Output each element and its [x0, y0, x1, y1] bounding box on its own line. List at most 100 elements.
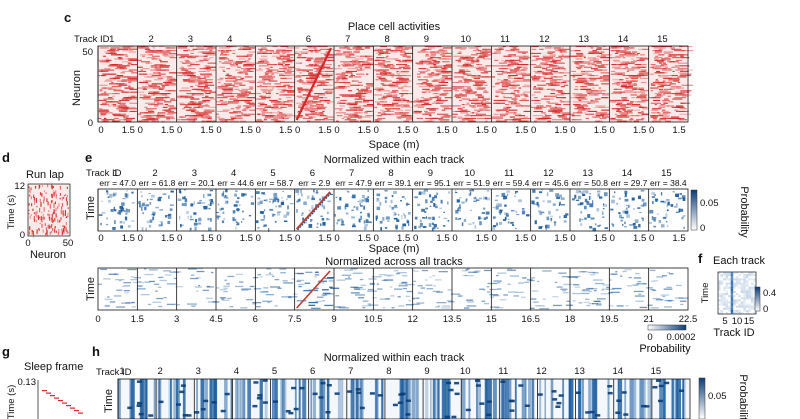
e2-decode [368, 278, 377, 280]
c-activity [207, 47, 216, 49]
e-decode [186, 211, 189, 214]
h-column [492, 379, 497, 419]
f-cell [718, 295, 721, 298]
c-activity [523, 55, 529, 57]
e2-decode [131, 301, 135, 304]
e-decode [112, 227, 116, 230]
c-activity [394, 48, 401, 50]
e-error-15: err = 38.4 [650, 178, 687, 188]
c-activity [343, 62, 351, 64]
c-activity [258, 48, 268, 50]
e-track-label-6: 6 [310, 168, 315, 179]
c-activity [581, 70, 586, 72]
e-decode [473, 200, 477, 202]
c-activity [308, 65, 319, 67]
c-activity [455, 47, 460, 49]
e-decode [124, 216, 128, 221]
c-activity [313, 47, 316, 49]
e-decode [498, 210, 501, 214]
c-activity [128, 46, 134, 48]
e-decode [197, 222, 202, 225]
e-decode [682, 215, 685, 219]
f-cell [733, 286, 736, 289]
c-activity [363, 112, 368, 114]
c-activity [363, 101, 369, 103]
e2-xtick-10.5: 10.5 [364, 314, 383, 325]
c-activity [416, 98, 420, 100]
c-activity [352, 116, 363, 118]
c-activity [467, 91, 477, 93]
c-activity [244, 101, 251, 103]
c-activity [599, 117, 607, 119]
panel-e-errors: err = 47.0 err = 61.8 err = 20.1 err = 44.6… [99, 178, 687, 188]
c-activity [201, 90, 212, 92]
e2-decode [163, 297, 167, 299]
c-activity [309, 120, 321, 122]
f-cell [733, 295, 736, 298]
c-activity [418, 83, 423, 85]
c-activity [530, 52, 541, 54]
c-activity [546, 83, 554, 85]
c-activity [205, 95, 209, 97]
f-cell [738, 311, 741, 314]
e-decode [345, 212, 349, 215]
c-activity [179, 68, 185, 70]
c-activity [405, 52, 417, 54]
c-activity [658, 86, 664, 88]
c-activity [343, 116, 354, 118]
c-activity [340, 61, 352, 63]
e2-decode [405, 295, 411, 297]
c-activity [650, 84, 655, 86]
d-spike [49, 213, 51, 216]
e2-decode [104, 298, 113, 300]
c-activity [516, 64, 524, 66]
c-activity [622, 57, 626, 59]
e-decode [250, 202, 255, 205]
g-spike [66, 405, 71, 407]
e2-decode [529, 307, 535, 309]
c-activity [114, 76, 122, 78]
c-activity [622, 51, 631, 53]
e-xtick-0: 0 [295, 233, 300, 244]
c-activity [363, 91, 372, 93]
c-activity [480, 69, 485, 71]
c-activity [334, 50, 341, 52]
e-decode [243, 193, 247, 196]
c-activity [282, 50, 293, 52]
c-activity [196, 47, 201, 49]
e-decode [597, 190, 601, 193]
h-blob [607, 385, 613, 388]
e-decode [474, 196, 477, 199]
c-activity [455, 97, 462, 99]
c-activity [325, 93, 328, 95]
c-activity [452, 105, 455, 107]
c-activity [118, 84, 127, 86]
c-activity [622, 120, 632, 122]
e2-decode [515, 291, 525, 293]
c-activity [428, 115, 432, 117]
e-decode [602, 216, 605, 218]
e2-decode [198, 284, 201, 287]
c-activity [280, 77, 287, 79]
c-activity [594, 90, 606, 92]
c-activity [377, 51, 389, 53]
c-activity [681, 69, 694, 71]
e-decode [595, 223, 597, 226]
c-activity [514, 90, 520, 92]
c-activity [377, 54, 382, 56]
c-activity [553, 47, 561, 49]
c-activity [587, 62, 595, 64]
c-activity [558, 116, 567, 118]
e-decode [358, 218, 360, 222]
c-activity [503, 55, 512, 57]
e-decode [109, 193, 113, 198]
panel-f-heatmap [717, 271, 757, 315]
c-activity [106, 112, 113, 114]
c-activity [178, 46, 188, 48]
c-activity [461, 119, 467, 121]
c-activity [622, 99, 630, 101]
e2-decode [662, 295, 666, 297]
c-activity [323, 117, 328, 119]
e2-decode [132, 281, 138, 284]
c-xtick-1.5: 1.5 [358, 125, 371, 136]
